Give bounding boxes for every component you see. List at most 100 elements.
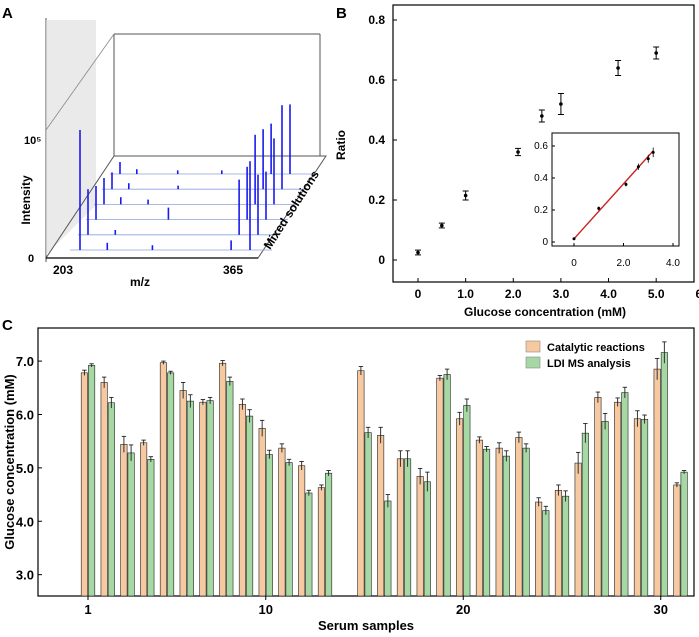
bar-ldi [325,472,333,597]
inset-data-point [651,150,655,154]
x-axis-c-label: Serum samples [318,618,414,633]
bar-catalytic [574,462,582,597]
inset-data-point [572,237,576,241]
inset-y-tick-label: 0.4 [534,173,548,184]
bar-ldi [522,447,530,597]
inset-x-tick-label: 4.0 [666,258,680,269]
bar-catalytic [377,435,385,597]
data-point-b [440,223,444,228]
panel-a: A 10⁵ 0 203 365 m/z Intensity Mixed solu… [2,5,327,289]
bar-ldi [581,432,589,597]
inset-fit-line [573,150,654,240]
plot-b-ticks: 0 1.0 2.0 3.0 4.0 5.0 6.0 0 0.2 0.4 0.6 0.8 [368,13,699,301]
x-tick-c-label: 10 [259,602,273,617]
x-tick-b-label: 0 [415,287,422,301]
y-tick-b-label: 0.8 [368,13,385,27]
bar-ldi [404,458,412,597]
bar-ldi [562,495,570,597]
x-tick-b-label: 3.0 [553,287,570,301]
x-tick-b-label: 4.0 [600,287,617,301]
bar-catalytic [456,418,464,597]
inset-data-point [646,157,650,161]
bar-ldi [226,381,234,597]
z-axis-a-label: Mixed solutions [261,168,322,252]
data-point-b [540,114,544,118]
bar-catalytic [416,476,424,597]
bar-ldi [364,432,372,597]
bar-ldi [384,500,392,597]
bar-catalytic [554,489,562,597]
axis-a-top-diagonal [45,33,115,131]
bar-catalytic [594,397,602,597]
bar-catalytic [140,442,148,597]
bar-catalytic [475,439,483,597]
data-point-b [416,250,420,255]
bar-ldi [186,400,194,597]
bar-ldi [502,455,510,597]
bar-catalytic [100,382,108,597]
bar-ldi [88,365,96,597]
x-tick-b-label: 5.0 [648,287,665,301]
bar-ldi [167,372,175,597]
legend-swatch-catalytic [525,340,541,353]
y-tick-b-label: 0 [378,253,385,267]
bar-catalytic [633,418,641,597]
y-tick-a-top: 10⁵ [24,135,41,147]
plot-b-frame [392,4,695,283]
y-axis-b-label: Ratio [334,130,348,160]
bar-catalytic [396,458,404,597]
inset-data-point [636,165,640,169]
inset-x-tick-label: 2.0 [617,258,631,269]
bar-catalytic [179,390,187,597]
bar-ldi [285,462,293,597]
bar-catalytic [436,377,444,597]
panel-a-shade [46,20,96,255]
x-axis-b-label: Glucose concentration (mM) [464,305,626,319]
bar-catalytic [495,447,503,597]
bar-catalytic [238,404,246,597]
bar-ldi [423,481,431,597]
y-tick-c-label: 4.0 [16,514,34,529]
y-tick-b-label: 0.6 [368,73,385,87]
inset-plot: 0 2.0 4.0 0 0.2 0.4 0.6 [534,141,680,269]
x-tick-c-label: 20 [456,602,470,617]
bar-ldi [621,392,629,597]
panel-b-label: B [336,5,347,22]
y-tick-b-label: 0.2 [368,193,385,207]
bar-catalytic [614,401,622,597]
inset-x-tick-label: 0 [571,258,577,269]
bar-ldi [463,405,471,597]
x-tick-b-label: 1.0 [457,287,474,301]
y-tick-c-label: 7.0 [16,354,34,369]
bar-ldi [601,421,609,597]
inset-data-point [624,182,628,186]
bar-catalytic [673,484,681,597]
bar-ldi [265,454,273,597]
bar-ldi [147,459,155,597]
plot-c-ticks: 3.0 4.0 5.0 6.0 7.0 1 10 20 30 [16,354,668,617]
legend-label-catalytic: Catalytic reactions [547,342,645,354]
y-tick-c-label: 3.0 [16,568,34,583]
bar-catalytic [219,362,227,597]
bar-ldi [483,448,491,597]
x-tick-b-label: 6.0 [695,287,699,301]
bar-ldi [660,352,668,597]
bar-catalytic [298,465,306,597]
bar-catalytic [653,368,661,597]
bar-ldi [206,400,214,597]
data-point-b [516,150,520,154]
x-tick-a-203: 203 [53,263,73,277]
plot-c-bars [80,341,688,597]
bar-ldi [246,415,254,597]
data-point-b [616,66,620,70]
bar-ldi [680,471,688,597]
bar-ldi [107,402,115,597]
y-axis-a-label: Intensity [19,175,33,225]
x-axis-a-label: m/z [130,275,150,289]
spectra-peaks [70,104,312,251]
bar-catalytic [535,501,543,597]
y-tick-c-label: 6.0 [16,407,34,422]
bar-ldi [542,510,550,597]
x-tick-c-label: 1 [84,602,91,617]
plot-b-points [415,46,660,256]
